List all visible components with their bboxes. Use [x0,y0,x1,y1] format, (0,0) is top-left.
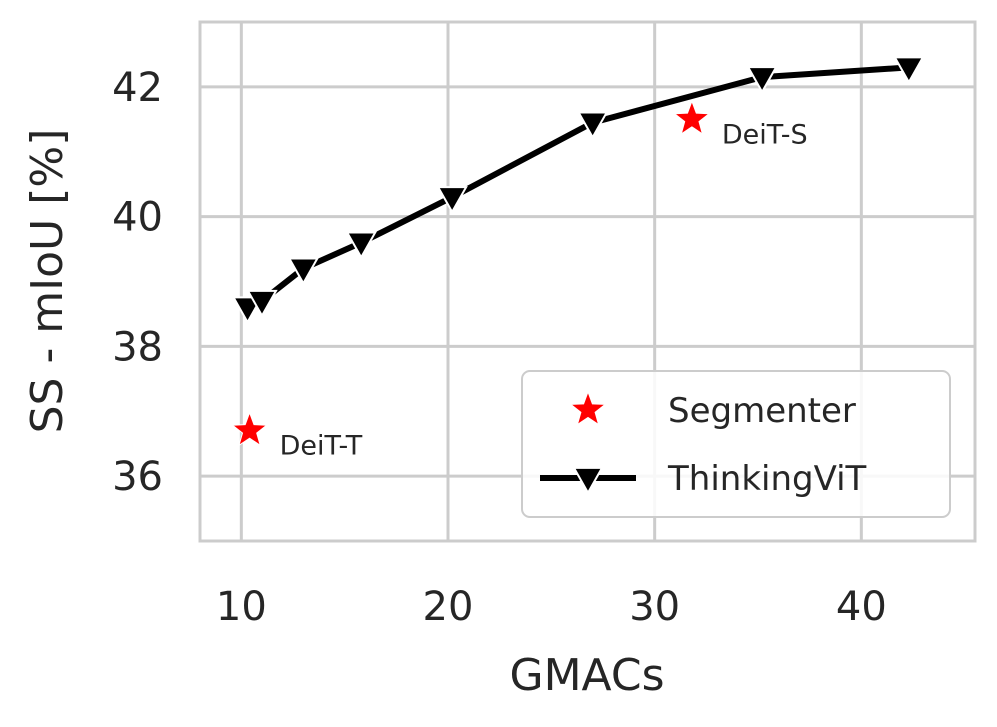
thinkingvit-point [345,231,377,260]
y-axis-label: SS - mIoU [%] [22,129,73,434]
thinkingvit-point [893,56,925,85]
thinkingvit-point [576,111,609,140]
y-tick-label: 40 [112,195,163,241]
point-annotation: DeiT-S [722,119,808,150]
thinkingvit-point [746,66,778,94]
x-tick-label: 30 [629,584,680,630]
x-axis-label: GMACs [509,650,664,701]
y-tick-label: 42 [112,65,163,111]
legend-thinkingvit-marker [572,466,604,495]
ticks: 10 20 30 40 36 38 40 42 [112,65,887,630]
thinkingvit-line [246,64,910,311]
thinkingvit-point [246,289,278,318]
x-tick-label: 10 [216,584,267,630]
plot-area: DeiT-T DeiT-S [231,56,925,462]
segmenter-point [673,99,711,136]
legend-segmenter-marker [569,390,607,426]
thinkingvit-point [287,257,320,286]
y-tick-label: 36 [112,454,163,500]
thinkingvit-point [436,186,468,214]
legend: Segmenter ThinkingViT [521,370,951,518]
segmenter-point [231,411,269,447]
x-tick-label: 20 [423,584,474,630]
plot-frame [198,20,977,543]
point-annotation: DeiT-T [280,431,363,462]
y-tick-label: 38 [112,324,163,370]
legend-segmenter-label: Segmenter [668,391,856,431]
x-tick-label: 40 [836,584,887,630]
legend-thinkingvit-label: ThinkingViT [667,459,867,499]
